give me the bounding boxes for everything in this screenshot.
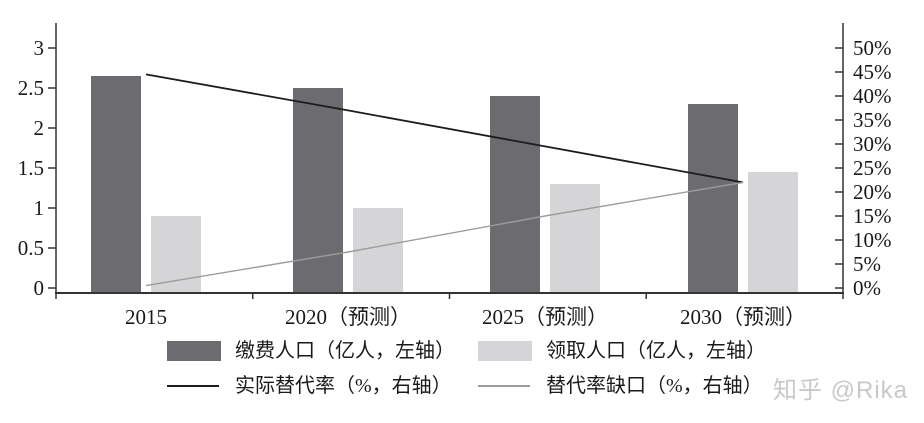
legend-row-bars: 缴费人口（亿人，左轴） 领取人口（亿人，左轴） — [167, 338, 924, 364]
right-tick-label-30%: 30% — [853, 132, 892, 156]
chart-canvas: 00.511.522.530%5%10%15%20%25%30%35%40%45… — [18, 23, 892, 329]
left-tick-label-2: 2 — [34, 116, 45, 140]
legend-label-replacement-gap: 替代率缺口（%，右轴） — [546, 375, 763, 397]
bar-recipients-0 — [151, 216, 201, 293]
right-tick-label-40%: 40% — [853, 84, 892, 108]
line-actual-replacement-rate — [145, 73, 744, 184]
x-label-1: 2020（预测） — [285, 305, 411, 329]
legend-swatch-contributors — [167, 341, 221, 361]
right-tick-label-20%: 20% — [853, 180, 892, 204]
bar-recipients-1 — [353, 208, 403, 293]
bar-contributors-2 — [490, 96, 540, 293]
legend-swatch-replacement-gap — [478, 385, 530, 387]
right-tick-label-10%: 10% — [853, 228, 892, 252]
left-tick-label-2.5: 2.5 — [18, 76, 44, 100]
legend-swatch-recipients — [478, 341, 532, 361]
right-tick-label-25%: 25% — [853, 156, 892, 180]
x-label-0: 2015 — [125, 305, 167, 329]
right-tick-label-0%: 0% — [853, 276, 881, 300]
bar-contributors-0 — [91, 76, 141, 293]
x-label-3: 2030（预测） — [680, 305, 806, 329]
right-tick-label-5%: 5% — [853, 252, 881, 276]
bar-contributors-3 — [688, 104, 738, 293]
bar-contributors-1 — [293, 88, 343, 293]
left-tick-label-1.5: 1.5 — [18, 156, 44, 180]
legend-label-actual-replacement-rate: 实际替代率（%，右轴） — [235, 375, 452, 397]
legend-item-contributors: 缴费人口（亿人，左轴） — [167, 341, 478, 361]
bar-recipients-3 — [748, 172, 798, 293]
left-tick-label-1: 1 — [34, 196, 45, 220]
bar-recipients-2 — [550, 184, 600, 293]
legend-label-recipients: 领取人口（亿人，左轴） — [546, 340, 766, 362]
right-tick-label-35%: 35% — [853, 108, 892, 132]
left-tick-label-3: 3 — [34, 36, 45, 60]
legend-label-contributors: 缴费人口（亿人，左轴） — [235, 340, 455, 362]
left-tick-label-0: 0 — [34, 276, 45, 300]
chart-legend: 缴费人口（亿人，左轴） 领取人口（亿人，左轴） 实际替代率（%，右轴） 替代率缺… — [0, 338, 924, 396]
legend-swatch-actual-replacement-rate — [167, 385, 219, 387]
legend-item-recipients: 领取人口（亿人，左轴） — [478, 341, 789, 361]
right-tick-label-50%: 50% — [853, 36, 892, 60]
x-label-2: 2025（预测） — [482, 305, 608, 329]
legend-row-lines: 实际替代率（%，右轴） 替代率缺口（%，右轴） — [167, 376, 924, 396]
legend-item-replacement-gap: 替代率缺口（%，右轴） — [478, 376, 789, 396]
right-tick-label-15%: 15% — [853, 204, 892, 228]
right-tick-label-45%: 45% — [853, 60, 892, 84]
line-replacement-gap — [145, 181, 744, 287]
legend-item-actual-replacement-rate: 实际替代率（%，右轴） — [167, 376, 478, 396]
left-tick-label-0.5: 0.5 — [18, 236, 44, 260]
